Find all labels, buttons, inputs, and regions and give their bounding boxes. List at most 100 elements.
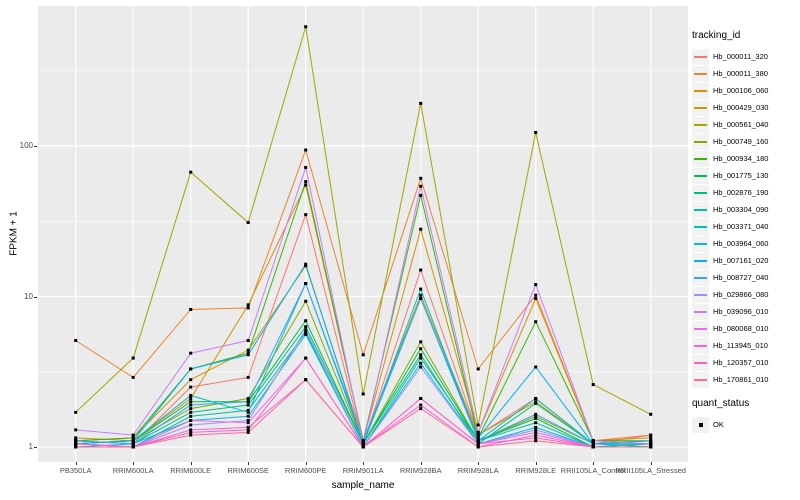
data-point (304, 332, 308, 336)
x-tick-label-RRII105LA_Control: RRII105LA_Control (560, 466, 626, 475)
data-point (246, 403, 250, 407)
data-point (649, 445, 653, 449)
legend-item-label: OK (713, 420, 724, 429)
x-tick-mark (420, 462, 422, 465)
x-tick-label-PB350LA: PB350LA (59, 466, 92, 475)
data-point (246, 339, 250, 343)
data-point (419, 407, 423, 411)
legend-item-Hb_000011_380: Hb_000011_380 (692, 65, 800, 82)
legend-item-label: Hb_002876_190 (713, 188, 769, 197)
line-key-icon (692, 269, 709, 286)
data-point (189, 397, 193, 401)
data-point (304, 356, 308, 360)
legend-item-Hb_029866_080: Hb_029866_080 (692, 286, 800, 303)
legend-item-label: Hb_039096_010 (713, 307, 769, 316)
line-key-icon (692, 303, 709, 320)
data-point (304, 378, 308, 382)
data-point (419, 293, 423, 297)
line-key-icon (692, 286, 709, 303)
legend-item-label: Hb_000934_180 (713, 154, 769, 163)
line-key-icon (692, 65, 709, 82)
data-point (534, 430, 538, 434)
data-point (419, 361, 423, 365)
line-key-icon (692, 167, 709, 184)
data-point (361, 445, 365, 449)
legend-item-Hb_002876_190: Hb_002876_190 (692, 184, 800, 201)
data-point (189, 367, 193, 371)
legend-item-label: Hb_113945_010 (713, 341, 768, 350)
data-point (419, 356, 423, 360)
line-key-icon (692, 218, 709, 235)
legend-item-label: Hb_003304_090 (713, 205, 769, 214)
legend-item-label: Hb_170861_010 (713, 375, 769, 384)
data-point (476, 367, 480, 371)
data-point (419, 353, 423, 357)
data-point (74, 442, 78, 446)
data-point (591, 439, 595, 443)
x-axis-title: sample_name (331, 480, 395, 491)
x-tick-mark (593, 462, 595, 465)
data-point (591, 442, 595, 446)
data-point (189, 307, 193, 311)
legend-item-label: Hb_003964_060 (713, 239, 769, 248)
data-point (419, 365, 423, 369)
data-point (304, 319, 308, 323)
data-point (189, 393, 193, 397)
data-point (189, 407, 193, 411)
data-point (419, 287, 423, 291)
data-point (74, 439, 78, 443)
data-point (246, 375, 250, 379)
data-point (419, 296, 423, 300)
legend-item-label: Hb_007161_020 (713, 256, 769, 265)
data-point (304, 282, 308, 286)
data-point (476, 430, 480, 434)
legend-item-label: Hb_000106_060 (713, 86, 769, 95)
legend-item-Hb_080068_010: Hb_080068_010 (692, 320, 800, 337)
line-key-icon (692, 82, 709, 99)
y-tick-label: 10 (24, 291, 33, 301)
legend-item-Hb_120357_010: Hb_120357_010 (692, 354, 800, 371)
data-point (304, 325, 308, 329)
data-point (534, 397, 538, 401)
data-point (131, 433, 135, 437)
data-point (419, 184, 423, 188)
data-point (361, 392, 365, 396)
legend-item-Hb_000106_060: Hb_000106_060 (692, 82, 800, 99)
data-point (189, 433, 193, 437)
legend-item-Hb_113945_010: Hb_113945_010 (692, 337, 800, 354)
data-point (304, 165, 308, 169)
legend-item-Hb_039096_010: Hb_039096_010 (692, 303, 800, 320)
data-point (189, 418, 193, 422)
legend-item-label: Hb_000561_040 (713, 120, 769, 129)
legend-item-Hb_003371_040: Hb_003371_040 (692, 218, 800, 235)
x-tick-mark (190, 462, 192, 465)
x-tick-label-RRIM928BA: RRIM928BA (399, 466, 442, 475)
data-point (534, 412, 538, 416)
data-point (131, 445, 135, 449)
legend-tracking-id: tracking_id Hb_000011_320 Hb_000011_380 Hb… (692, 30, 800, 388)
data-point (131, 442, 135, 446)
line-key-icon (692, 116, 709, 133)
data-point (131, 436, 135, 440)
data-point (534, 296, 538, 300)
data-point (246, 221, 250, 225)
data-point (246, 353, 250, 357)
data-point (246, 351, 250, 355)
point-key-icon (692, 416, 709, 433)
data-point (591, 383, 595, 387)
legend-item-Hb_170861_010: Hb_170861_010 (692, 371, 800, 388)
legend-item-Hb_007161_020: Hb_007161_020 (692, 252, 800, 269)
data-point (534, 401, 538, 405)
data-point (476, 433, 480, 437)
line-key-icon (692, 184, 709, 201)
x-tick-mark (133, 462, 135, 465)
x-tick-label-RRIM600LE: RRIM600LE (170, 466, 212, 475)
data-point (246, 400, 250, 404)
data-point (304, 264, 308, 268)
data-point (534, 365, 538, 369)
data-point (476, 423, 480, 427)
legend-item-label: Hb_120357_010 (713, 358, 769, 367)
data-point (246, 418, 250, 422)
x-tick-mark (363, 462, 365, 465)
